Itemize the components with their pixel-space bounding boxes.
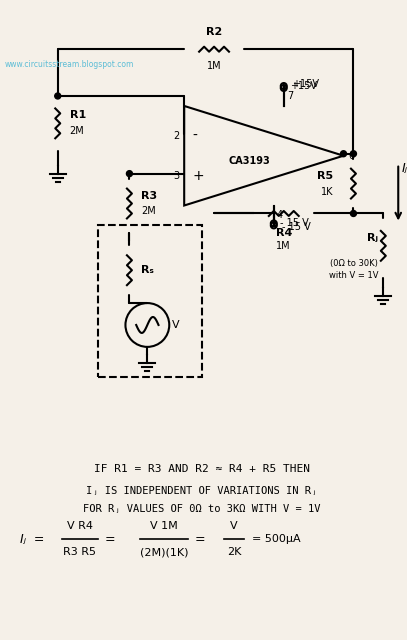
- Circle shape: [341, 151, 346, 157]
- Text: - 15 V: - 15 V: [280, 218, 309, 228]
- Text: R2: R2: [206, 28, 222, 37]
- Text: =: =: [105, 532, 115, 545]
- Text: 1K: 1K: [321, 187, 334, 196]
- Text: +15V: +15V: [290, 81, 317, 91]
- Text: 3: 3: [173, 171, 179, 180]
- Text: = 500μA: = 500μA: [252, 534, 300, 544]
- Text: +: +: [192, 168, 204, 182]
- Text: 2M: 2M: [70, 126, 84, 136]
- Text: R5: R5: [317, 171, 334, 180]
- Text: with V = 1V: with V = 1V: [329, 271, 379, 280]
- Text: (0Ω to 30K): (0Ω to 30K): [330, 259, 379, 268]
- Circle shape: [127, 171, 132, 177]
- Text: V R4: V R4: [67, 521, 93, 531]
- Text: 1M: 1M: [276, 241, 291, 252]
- Text: CA3193: CA3193: [228, 156, 270, 166]
- Text: IF R1 = R3 AND R2 ≈ R4 + R5 THEN: IF R1 = R3 AND R2 ≈ R4 + R5 THEN: [94, 465, 310, 474]
- Text: Rₛ: Rₛ: [141, 265, 154, 275]
- Text: - 15 V: - 15 V: [282, 223, 311, 232]
- Text: R4: R4: [276, 228, 292, 239]
- Circle shape: [350, 151, 357, 157]
- Text: 7: 7: [287, 91, 293, 101]
- Text: Rⱼ: Rⱼ: [368, 233, 379, 243]
- Text: 2K: 2K: [227, 547, 241, 557]
- Text: 1M: 1M: [207, 61, 221, 71]
- Text: -: -: [192, 129, 197, 143]
- Text: Iⱼ: Iⱼ: [401, 162, 407, 175]
- Text: R3 R5: R3 R5: [63, 547, 96, 557]
- Text: =: =: [194, 532, 205, 545]
- Text: www.circuitsstream.blogspot.com: www.circuitsstream.blogspot.com: [5, 60, 134, 69]
- Text: FOR Rⱼ VALUES OF 0Ω to 3KΩ WITH V = 1V: FOR Rⱼ VALUES OF 0Ω to 3KΩ WITH V = 1V: [83, 504, 321, 514]
- Text: V 1M: V 1M: [151, 521, 178, 531]
- Circle shape: [350, 211, 357, 216]
- Text: 6: 6: [348, 151, 354, 161]
- Text: 2M: 2M: [141, 207, 156, 216]
- Text: 2: 2: [173, 131, 179, 141]
- Text: V: V: [230, 521, 238, 531]
- Text: 4: 4: [277, 211, 283, 221]
- Text: Iⱼ IS INDEPENDENT OF VARIATIONS IN Rⱼ: Iⱼ IS INDEPENDENT OF VARIATIONS IN Rⱼ: [87, 486, 318, 496]
- Text: (2M)(1K): (2M)(1K): [140, 547, 188, 557]
- Text: V: V: [172, 320, 180, 330]
- Text: +15V: +15V: [292, 79, 319, 89]
- Circle shape: [55, 93, 61, 99]
- Text: R1: R1: [70, 110, 86, 120]
- Text: Iⱼ  =: Iⱼ =: [20, 532, 44, 545]
- Text: R3: R3: [141, 191, 158, 200]
